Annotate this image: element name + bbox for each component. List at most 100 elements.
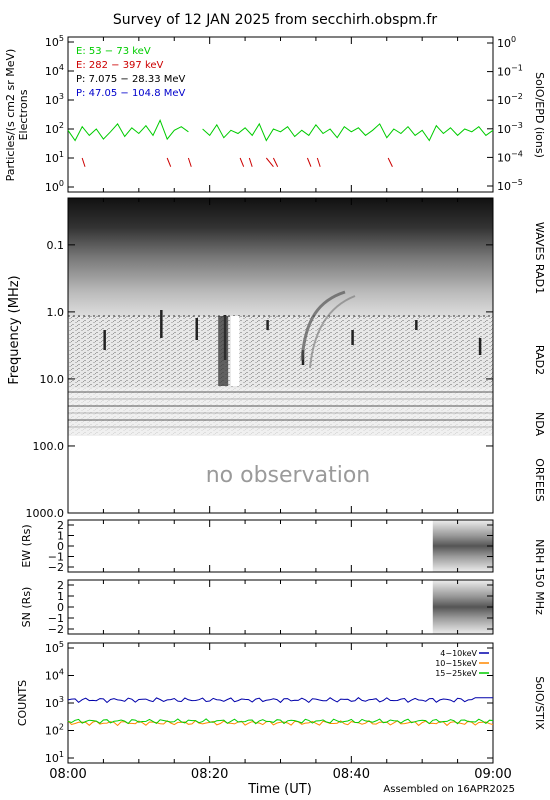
- time-tick-label: 08:00: [49, 767, 86, 782]
- spectrogram-burst-block: [218, 316, 229, 386]
- time-tick-label: 08:20: [191, 767, 228, 782]
- nrh-ew-ticks: 210−1−2: [48, 519, 493, 574]
- nrh-sn-panel: 210−1−2 SN (Rs) NRH 150 MHz: [20, 539, 546, 636]
- nrh-sn-heatmap: [432, 580, 493, 634]
- stix-series-line: [67, 718, 494, 725]
- chart-title: Survey of 12 JAN 2025 from secchirh.obsp…: [113, 12, 437, 28]
- spectrogram-tick-label: 1000.0: [26, 507, 65, 520]
- epd-ylabel-electrons: Electrons: [17, 89, 30, 140]
- epd-left-tick-label: 105: [45, 34, 64, 49]
- nrh-sn-ticks: 210−1−2: [48, 579, 493, 636]
- epd-legend-entry: E: 53 − 73 keV: [76, 46, 151, 57]
- spectrogram-burst-curve-outer: [309, 295, 356, 369]
- epd-right-tick-label-exponent: −4: [511, 149, 523, 158]
- nrh-ew-heatmap: [432, 520, 493, 572]
- epd-right-tick-label: 10−5: [497, 178, 523, 193]
- epd-right-tick-label-base: 10: [497, 94, 511, 107]
- epd-left-tick-label-exponent: 0: [59, 179, 64, 188]
- epd-series-segment-e282: [248, 157, 253, 167]
- epd-series-segment-e282: [387, 157, 393, 167]
- right-label-rad2: RAD2: [533, 345, 546, 375]
- right-label-waves-rad1: WAVES RAD1: [533, 222, 546, 294]
- epd-right-tick-label-base: 10: [497, 66, 511, 79]
- right-label-nda: NDA: [533, 412, 546, 437]
- nrh-sn-tick-label: 0: [57, 601, 64, 614]
- nrh-right-label: NRH 150 MHz: [533, 539, 546, 615]
- stix-legend-entry: 15−25keV: [435, 669, 477, 678]
- epd-left-tick-label-exponent: 1: [59, 150, 64, 159]
- nrh-sn-tick-label: 1: [57, 590, 64, 603]
- epd-left-tick-label-base: 10: [45, 181, 59, 194]
- stix-tick-label-exponent: 1: [59, 750, 64, 759]
- epd-series-line-e53: [67, 119, 494, 142]
- epd-left-tick-label-exponent: 4: [59, 63, 64, 72]
- assembled-footer: Assembled on 16APR2025: [383, 784, 515, 795]
- epd-left-tick-label-base: 10: [45, 152, 59, 165]
- spectrogram-tick-label: 1.0: [47, 306, 65, 319]
- spectrogram-panel: 0.1 1.0 10.0 100.0 1000.0 no observation Fre…: [7, 197, 546, 520]
- nrh-ew-tick-label: 0: [57, 540, 64, 553]
- nrh-sn-ylabel: SN (Rs): [20, 587, 33, 628]
- epd-right-tick-label-exponent: −3: [511, 121, 523, 130]
- epd-right-tick-label-exponent: −5: [511, 178, 523, 187]
- epd-series-segment-e282: [239, 157, 245, 167]
- stix-series: [67, 697, 494, 727]
- epd-right-tick-label-base: 10: [497, 151, 511, 164]
- no-observation-text: no observation: [206, 463, 371, 488]
- stix-right-label: SolO/STIX: [533, 676, 546, 730]
- spectrogram-burst-mark: [266, 320, 269, 330]
- stix-tick-label-exponent: 5: [59, 640, 64, 649]
- stix-tick-label-base: 10: [45, 642, 59, 655]
- time-axis-label: Time (UT): [247, 782, 312, 797]
- epd-left-tick-label-base: 10: [45, 123, 59, 136]
- epd-right-tick-label-base: 10: [497, 37, 511, 50]
- epd-right-label: SolO/EPD (ions): [533, 72, 546, 158]
- stix-tick-label-exponent: 4: [59, 668, 64, 677]
- stix-tick-label-exponent: 2: [59, 723, 64, 732]
- spectrogram-burst-mark: [478, 338, 482, 355]
- nrh-sn-tick-label: 2: [57, 579, 64, 592]
- stix-series-line: [67, 720, 494, 727]
- nrh-ew-tick-label: 1: [57, 530, 64, 543]
- spectrogram-ticks: 0.1 1.0 10.0 100.0 1000.0: [26, 239, 493, 520]
- spectrogram-tick-label: 10.0: [40, 373, 65, 386]
- epd-right-tick-label-exponent: 0: [511, 35, 516, 44]
- spectrogram-burst-mark: [351, 330, 354, 345]
- stix-tick-label: 102: [45, 723, 64, 738]
- epd-left-tick-label-base: 10: [45, 36, 59, 49]
- spectrogram-burst-mark: [195, 318, 198, 340]
- spectrogram-tick-label: 100.0: [33, 440, 65, 453]
- epd-right-tick-label: 10−4: [497, 149, 523, 164]
- epd-series-segment-e282: [81, 157, 86, 167]
- epd-series-segment-e282: [265, 157, 274, 168]
- epd-legend-entry: P: 7.075 − 28.33 MeV: [76, 74, 186, 85]
- time-tick-label: 08:40: [333, 767, 370, 782]
- spectrogram-burst-mark: [160, 310, 163, 338]
- spectrogram-tick-label: 0.1: [47, 239, 65, 252]
- spectrogram-ylabel: Frequency (MHz): [7, 275, 22, 384]
- nrh-ew-tick-label: −2: [48, 561, 64, 574]
- stix-tick-label-base: 10: [45, 725, 59, 738]
- spectrogram-data-gap: [230, 316, 240, 386]
- epd-left-tick-label: 103: [45, 92, 64, 107]
- epd-series-segment-e282: [187, 157, 192, 167]
- stix-tick-label-base: 10: [45, 697, 59, 710]
- epd-right-tick-label-base: 10: [497, 123, 511, 136]
- nrh-sn-tick-label: −2: [48, 623, 64, 636]
- epd-series-segment-e282: [166, 157, 172, 167]
- stix-tick-label-base: 10: [45, 670, 59, 683]
- epd-left-tick-label-exponent: 2: [59, 121, 64, 130]
- epd-left-tick-label: 104: [45, 63, 64, 78]
- spectrogram-no-observation-area: [68, 439, 493, 513]
- epd-right-tick-label-exponent: −2: [511, 92, 523, 101]
- epd-left-tick-label: 100: [45, 179, 64, 194]
- spectrogram-burst-mark: [103, 330, 106, 350]
- nrh-sn-frame: [67, 579, 494, 635]
- epd-right-tick-label-base: 10: [497, 180, 511, 193]
- epd-legend-entry: E: 282 − 397 keV: [76, 60, 164, 71]
- spectrogram-nda-band: [68, 388, 493, 436]
- spectrogram-features: [68, 310, 493, 513]
